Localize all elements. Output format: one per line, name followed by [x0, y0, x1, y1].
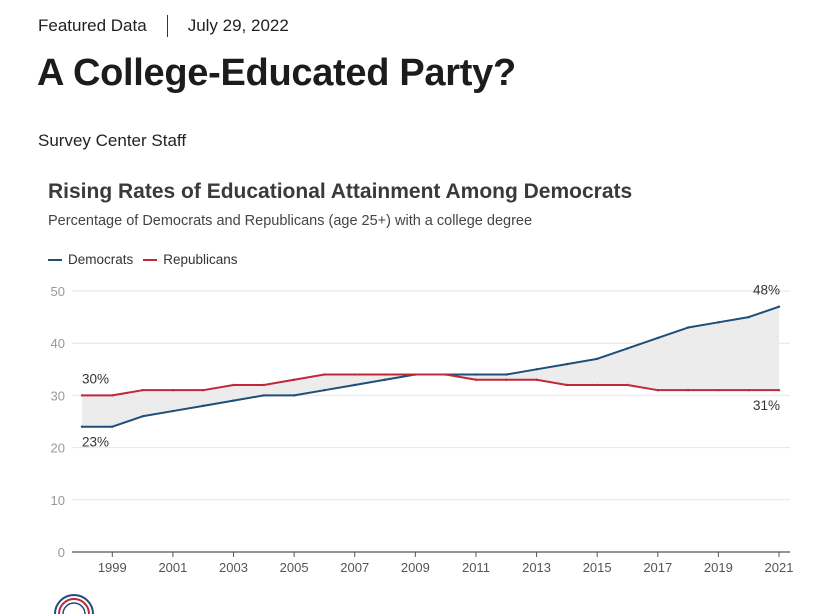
page-title: A College-Educated Party?	[37, 52, 516, 94]
data-point-democrats	[505, 373, 508, 376]
data-point-democrats	[141, 415, 144, 418]
data-point-republicans	[323, 373, 326, 376]
chart-title: Rising Rates of Educational Attainment A…	[48, 180, 633, 203]
y-tick-label: 0	[58, 545, 65, 560]
data-point-democrats	[595, 357, 599, 361]
data-point-democrats	[111, 425, 114, 428]
data-point-democrats	[565, 362, 569, 366]
data-point-republicans	[777, 388, 781, 392]
article-meta: Featured Data July 29, 2022	[38, 15, 289, 37]
data-point-republicans	[232, 383, 235, 387]
data-point-republicans	[141, 388, 144, 392]
data-point-republicans	[505, 378, 508, 381]
x-tick-label: 2013	[522, 560, 551, 575]
data-point-republicans	[747, 388, 750, 392]
data-point-republicans	[111, 394, 114, 397]
legend-item-republicans: Republicans	[143, 252, 238, 267]
data-point-republicans	[565, 383, 569, 387]
data-point-republicans	[171, 388, 175, 392]
y-tick-label: 20	[51, 441, 65, 456]
article-date: July 29, 2022	[187, 16, 289, 35]
x-tick-label: 2017	[643, 560, 672, 575]
data-point-republicans	[626, 383, 629, 387]
article-byline[interactable]: Survey Center Staff	[38, 131, 187, 150]
data-point-democrats	[262, 394, 266, 397]
data-point-democrats	[292, 394, 296, 397]
data-label: 48%	[753, 283, 780, 298]
data-point-republicans	[414, 373, 417, 376]
y-tick-label: 40	[51, 336, 65, 351]
x-tick-label: 2015	[583, 560, 612, 575]
data-point-democrats	[656, 336, 659, 340]
logo-icon	[54, 594, 94, 614]
data-point-democrats	[383, 378, 387, 381]
data-label: 31%	[753, 398, 780, 413]
data-point-democrats	[171, 409, 175, 413]
data-point-democrats	[80, 425, 84, 428]
data-point-democrats	[686, 326, 690, 329]
data-point-republicans	[686, 388, 690, 392]
data-point-democrats	[202, 404, 205, 408]
data-point-republicans	[474, 378, 478, 381]
data-point-democrats	[353, 383, 356, 387]
data-point-republicans	[444, 373, 447, 376]
y-tick-label: 50	[51, 284, 65, 299]
legend-label-democrats: Democrats	[68, 252, 134, 267]
data-label: 30%	[82, 371, 109, 386]
data-point-republicans	[595, 383, 599, 387]
chart-legend: Democrats Republicans	[48, 252, 248, 267]
data-point-democrats	[777, 305, 781, 308]
data-point-republicans	[353, 373, 356, 376]
x-tick-label: 1999	[98, 560, 127, 575]
data-point-democrats	[535, 368, 538, 371]
x-tick-label: 2001	[158, 560, 187, 575]
y-tick-label: 10	[51, 493, 65, 508]
x-tick-label: 2007	[340, 560, 369, 575]
data-point-democrats	[232, 399, 235, 402]
data-point-republicans	[202, 388, 205, 392]
legend-swatch-republicans	[143, 258, 158, 261]
x-tick-label: 2021	[765, 560, 794, 575]
x-tick-label: 2003	[219, 560, 248, 575]
x-tick-label: 2009	[401, 560, 430, 575]
meta-divider	[166, 15, 168, 37]
data-point-democrats	[626, 347, 629, 350]
legend-swatch-democrats	[48, 258, 62, 261]
data-point-democrats	[474, 373, 478, 376]
legend-item-democrats: Democrats	[48, 252, 133, 267]
data-label: 23%	[82, 435, 109, 450]
data-point-republicans	[383, 373, 387, 376]
data-point-republicans	[717, 388, 720, 392]
data-point-democrats	[323, 388, 326, 392]
y-tick-label: 30	[51, 388, 65, 403]
data-point-republicans	[262, 383, 266, 387]
data-point-democrats	[717, 321, 720, 324]
data-point-republicans	[535, 378, 538, 381]
data-point-democrats	[747, 315, 750, 319]
article-category[interactable]: Featured Data	[38, 16, 147, 35]
series-line-republicans	[82, 373, 779, 397]
x-tick-label: 2011	[462, 560, 490, 575]
data-point-republicans	[656, 388, 659, 392]
legend-label-republicans: Republicans	[163, 252, 238, 267]
data-point-republicans	[292, 378, 296, 381]
x-tick-label: 2019	[704, 560, 733, 575]
data-point-republicans	[80, 394, 84, 397]
chart-subtitle: Percentage of Democrats and Republicans …	[48, 213, 533, 229]
x-tick-label: 2005	[280, 560, 309, 575]
